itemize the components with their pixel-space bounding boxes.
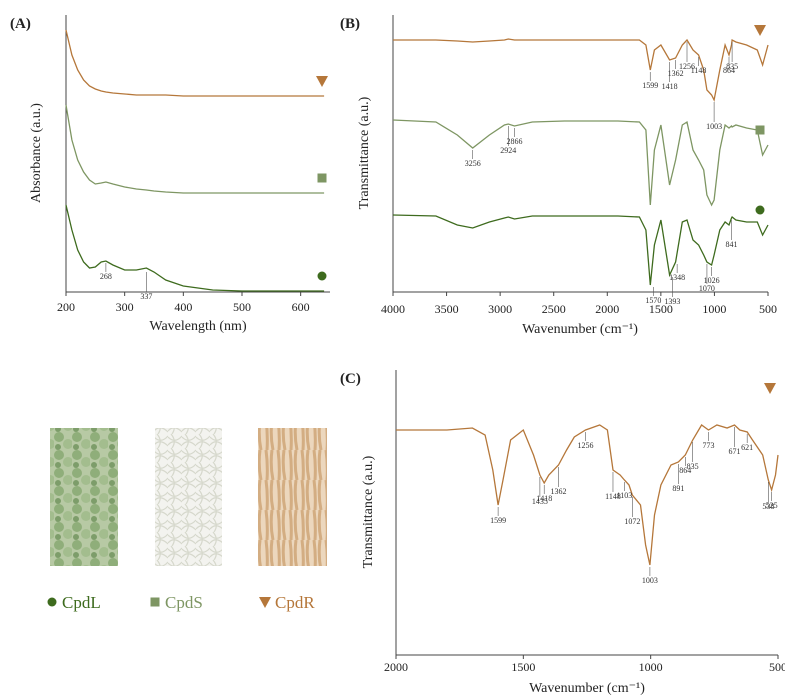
x-tick-label: 3000 xyxy=(488,302,512,316)
series-marker xyxy=(764,383,776,394)
y-axis-title: Transmittance (a.u.) xyxy=(357,96,372,209)
spectrum-line xyxy=(392,214,769,286)
series-marker xyxy=(316,76,328,87)
legend-label: CpdL xyxy=(62,593,101,612)
x-tick-label: 1000 xyxy=(639,660,663,674)
peak-label: 835 xyxy=(687,462,699,471)
peak-label: 1393 xyxy=(664,297,680,306)
peak-label: 1418 xyxy=(662,82,678,91)
photo-leaf xyxy=(50,428,118,566)
peak-label: 1070 xyxy=(699,284,715,293)
series-marker xyxy=(317,173,327,183)
x-tick-label: 2000 xyxy=(384,660,408,674)
peak-label: 621 xyxy=(741,443,753,452)
x-tick-label: 1500 xyxy=(649,302,673,316)
peak-label: 1570 xyxy=(645,296,661,305)
x-tick-label: 3500 xyxy=(435,302,459,316)
peak-label: 337 xyxy=(140,292,152,301)
peak-label: 1256 xyxy=(679,62,695,71)
spectrum-line xyxy=(393,38,769,103)
legend-label: CpdS xyxy=(165,593,203,612)
peak-label: 538 xyxy=(762,502,774,511)
spectrum-line xyxy=(396,424,779,566)
series-marker xyxy=(754,25,766,36)
peak-label: 864 xyxy=(723,66,735,75)
peak-label: 1348 xyxy=(669,273,685,282)
peak-label: 1362 xyxy=(550,487,566,496)
legend-label: CpdR xyxy=(275,593,315,612)
x-tick-label: 1500 xyxy=(511,660,535,674)
peak-label: 1148 xyxy=(691,66,707,75)
x-tick-label: 400 xyxy=(174,300,192,314)
peak-label: 1103 xyxy=(617,491,633,500)
peak-label: 268 xyxy=(100,272,112,281)
peak-label: 1418 xyxy=(536,494,552,503)
peak-label: 841 xyxy=(725,240,737,249)
spectrum-line xyxy=(65,204,325,292)
peak-label: 1003 xyxy=(706,122,722,131)
x-tick-label: 500 xyxy=(759,302,777,316)
series-marker xyxy=(317,271,327,281)
spectrum-line xyxy=(65,104,325,194)
spectrum-line xyxy=(392,119,769,207)
x-axis-title: Wavelength (nm) xyxy=(149,319,247,334)
peak-label: 835 xyxy=(726,62,738,71)
x-tick-label: 500 xyxy=(769,660,785,674)
y-axis-title: Absorbance (a.u.) xyxy=(29,103,44,203)
peak-label: 1599 xyxy=(642,81,658,90)
x-tick-label: 2500 xyxy=(542,302,566,316)
peak-label: 891 xyxy=(672,484,684,493)
peak-label: 2924 xyxy=(500,146,516,155)
peak-label: 1072 xyxy=(624,517,640,526)
panel-label: (C) xyxy=(340,371,361,387)
x-tick-label: 1000 xyxy=(702,302,726,316)
peak-label: 1599 xyxy=(490,516,506,525)
x-tick-label: 200 xyxy=(57,300,75,314)
x-tick-label: 300 xyxy=(116,300,134,314)
spectrum-line xyxy=(65,29,325,97)
peak-label: 2866 xyxy=(507,137,523,146)
x-tick-label: 4000 xyxy=(381,302,405,316)
peak-label: 1148 xyxy=(605,492,621,501)
x-tick-label: 600 xyxy=(292,300,310,314)
peak-label: 3256 xyxy=(465,159,481,168)
peak-label: 1362 xyxy=(668,69,684,78)
peak-label: 773 xyxy=(702,441,714,450)
peak-label: 1435 xyxy=(532,497,548,506)
photo-stem xyxy=(155,428,222,566)
photo-root xyxy=(258,428,327,566)
peak-label: 1026 xyxy=(704,276,720,285)
x-tick-label: 2000 xyxy=(595,302,619,316)
peak-label: 525 xyxy=(766,501,778,510)
x-tick-label: 500 xyxy=(233,300,251,314)
x-axis-title: Wavenumber (cm⁻¹) xyxy=(522,322,638,337)
peak-label: 1003 xyxy=(642,576,658,585)
panel-label: (B) xyxy=(340,16,360,32)
peak-label: 864 xyxy=(679,466,691,475)
legend-marker xyxy=(259,597,271,608)
legend-marker xyxy=(150,597,160,607)
panel-label: (A) xyxy=(10,16,31,32)
peak-label: 1256 xyxy=(577,441,593,450)
peak-label: 671 xyxy=(728,447,740,456)
x-axis-title: Wavenumber (cm⁻¹) xyxy=(529,681,645,696)
series-marker xyxy=(755,125,765,135)
y-axis-title: Transmittance (a.u.) xyxy=(361,455,376,568)
legend-marker xyxy=(47,597,57,607)
series-marker xyxy=(755,205,765,215)
